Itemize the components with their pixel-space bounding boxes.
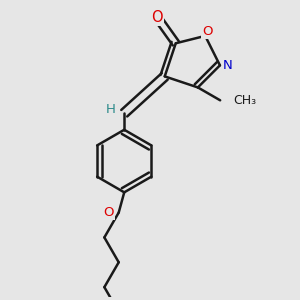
Text: CH₃: CH₃ — [233, 94, 256, 107]
Text: O: O — [103, 206, 114, 219]
Text: O: O — [152, 10, 163, 25]
Text: O: O — [202, 25, 212, 38]
Text: N: N — [223, 59, 233, 72]
Text: H: H — [105, 103, 115, 116]
